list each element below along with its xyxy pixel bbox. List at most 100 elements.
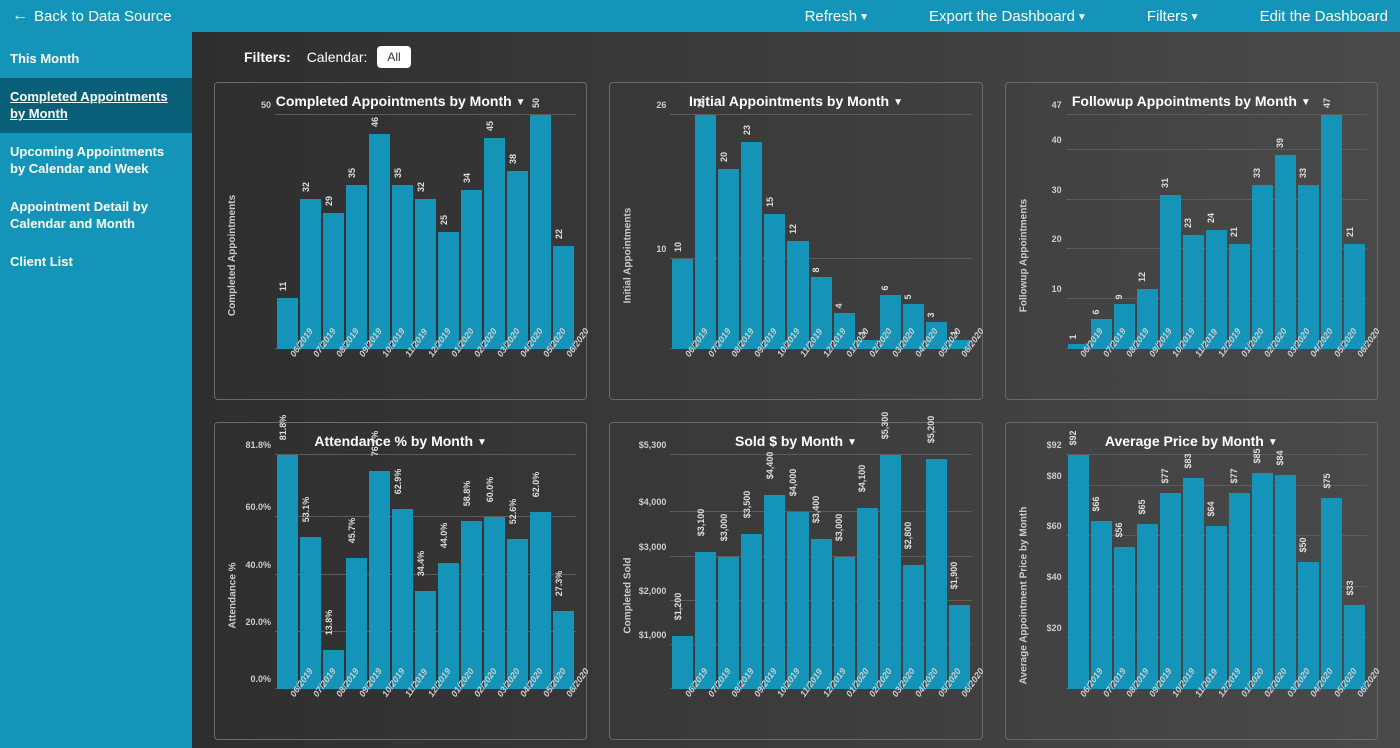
bar[interactable]: 45.7% [346,455,367,689]
bar[interactable]: 50 [530,115,551,349]
bar[interactable]: $1,900 [949,455,970,689]
bar[interactable]: $65 [1137,455,1158,689]
bar[interactable]: 62.9% [392,455,413,689]
bar-value-label: $65 [1137,499,1147,514]
bar-value-label: 6 [880,285,890,290]
sidebar-item[interactable]: Client List [0,243,192,281]
bar[interactable]: 32 [415,115,436,349]
bar[interactable]: $1,200 [672,455,693,689]
bar[interactable]: 25 [438,115,459,349]
bar[interactable]: 9 [1114,115,1135,349]
bar[interactable]: 34.4% [415,455,436,689]
bar[interactable]: $5,200 [926,455,947,689]
bar-value-label: 11 [278,281,288,291]
bar[interactable]: $92 [1068,455,1089,689]
bar[interactable]: 23 [1183,115,1204,349]
bar[interactable]: 47 [1321,115,1342,349]
bar[interactable]: 53.1% [300,455,321,689]
bar[interactable]: 38 [507,115,528,349]
filters-menu[interactable]: Filters▼ [1147,8,1200,25]
bar[interactable]: 29 [323,115,344,349]
sidebar-item[interactable]: Completed Appointments by Month [0,78,192,133]
bar[interactable]: 3 [926,115,947,349]
sidebar-item[interactable]: Upcoming Appointments by Calendar and We… [0,133,192,188]
chart-title[interactable]: Followup Appointments by Month▼ [1016,93,1367,109]
bar[interactable]: 1 [857,115,878,349]
bar[interactable]: 58.8% [461,455,482,689]
bar[interactable]: 1 [1068,115,1089,349]
bar[interactable]: 12 [1137,115,1158,349]
bar[interactable]: $83 [1183,455,1204,689]
bar[interactable]: $3,500 [741,455,762,689]
bar[interactable]: $3,000 [834,455,855,689]
bar[interactable]: 6 [1091,115,1112,349]
chart-title[interactable]: Completed Appointments by Month▼ [225,93,576,109]
bar[interactable]: 5 [903,115,924,349]
bar[interactable]: 81.8% [277,455,298,689]
bar[interactable]: $4,000 [787,455,808,689]
bar[interactable]: 76.1% [369,455,390,689]
bar[interactable]: $64 [1206,455,1227,689]
bar[interactable]: 8 [811,115,832,349]
bar[interactable]: $33 [1344,455,1365,689]
edit-dashboard[interactable]: Edit the Dashboard [1260,8,1388,25]
bar[interactable]: 44.0% [438,455,459,689]
bar[interactable]: 32 [300,115,321,349]
bar[interactable]: $66 [1091,455,1112,689]
bar[interactable]: 21 [1229,115,1250,349]
bar[interactable]: 12 [787,115,808,349]
chart-title[interactable]: Sold $ by Month▼ [620,433,971,449]
bar[interactable]: $4,100 [857,455,878,689]
bar[interactable]: 4 [834,115,855,349]
bar[interactable]: 6 [880,115,901,349]
bar[interactable]: 26 [695,115,716,349]
bar[interactable]: 21 [1344,115,1365,349]
bar[interactable]: $4,400 [764,455,785,689]
bar[interactable]: 23 [741,115,762,349]
bar[interactable]: $3,400 [811,455,832,689]
bar[interactable]: $84 [1275,455,1296,689]
bar[interactable]: $85 [1252,455,1273,689]
bar[interactable]: 35 [346,115,367,349]
bar[interactable]: 24 [1206,115,1227,349]
bar[interactable]: 11 [277,115,298,349]
bar[interactable]: 20 [718,115,739,349]
export-menu[interactable]: Export the Dashboard▼ [929,8,1087,25]
bar-value-label: $1,900 [949,562,959,590]
bar[interactable]: 31 [1160,115,1181,349]
bar[interactable]: 13.8% [323,455,344,689]
sidebar-item[interactable]: This Month [0,40,192,78]
sidebar-item[interactable]: Appointment Detail by Calendar and Month [0,188,192,243]
bar[interactable]: 33 [1252,115,1273,349]
bar[interactable]: $56 [1114,455,1135,689]
bar[interactable]: 22 [553,115,574,349]
y-tick: $5,300 [639,440,667,450]
chart-title[interactable]: Initial Appointments by Month▼ [620,93,971,109]
refresh-menu[interactable]: Refresh▼ [805,8,869,25]
y-tick: 50 [261,100,271,110]
bar[interactable]: $75 [1321,455,1342,689]
bar[interactable]: 15 [764,115,785,349]
bar[interactable]: 60.0% [484,455,505,689]
bar[interactable]: $5,300 [880,455,901,689]
bar[interactable]: 39 [1275,115,1296,349]
bar[interactable]: 35 [392,115,413,349]
bar[interactable]: 10 [672,115,693,349]
bar[interactable]: 45 [484,115,505,349]
back-link[interactable]: ← Back to Data Source [12,7,172,25]
y-axis-label: Average Appointment Price by Month [1018,506,1029,684]
bar[interactable]: $77 [1229,455,1250,689]
bar[interactable]: 62.0% [530,455,551,689]
bar[interactable]: 27.3% [553,455,574,689]
bar[interactable]: $2,800 [903,455,924,689]
bar[interactable]: $77 [1160,455,1181,689]
bar[interactable]: $3,000 [718,455,739,689]
calendar-filter-value[interactable]: All [377,46,410,68]
bar[interactable]: 33 [1298,115,1319,349]
bar[interactable]: $3,100 [695,455,716,689]
bar[interactable]: $50 [1298,455,1319,689]
bar[interactable]: 46 [369,115,390,349]
bar[interactable]: 52.6% [507,455,528,689]
bar[interactable]: 1 [949,115,970,349]
bar[interactable]: 34 [461,115,482,349]
